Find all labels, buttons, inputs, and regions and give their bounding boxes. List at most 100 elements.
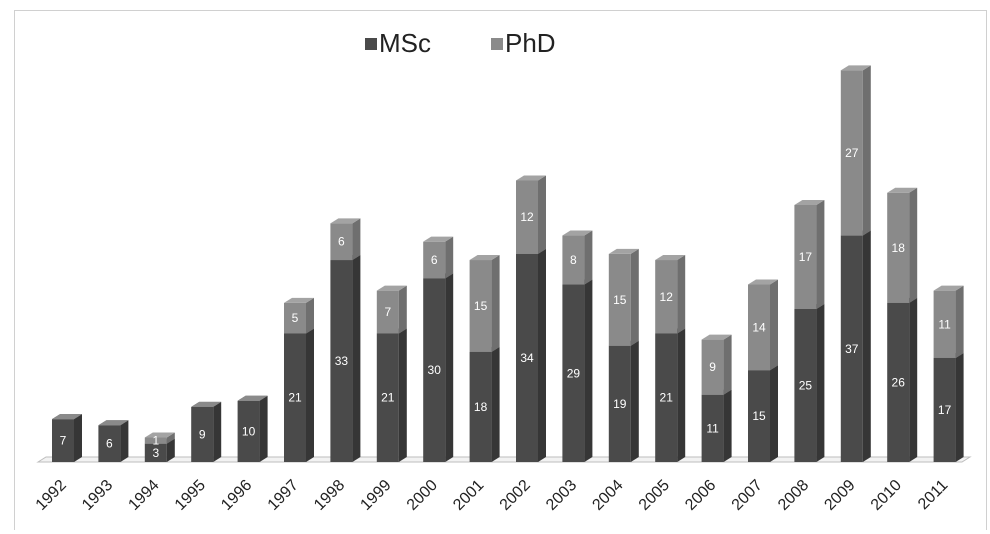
bar-msc-2000 xyxy=(423,273,454,462)
bar-msc-2007-front xyxy=(748,370,770,462)
data-label-msc-2002: 34 xyxy=(520,351,534,365)
bar-msc-2009 xyxy=(840,230,871,462)
bar-phd-cap-1996 xyxy=(237,395,268,401)
bar-phd-2007-front xyxy=(748,284,770,371)
bar-phd-1999-front xyxy=(376,290,399,334)
legend: MSc PhD xyxy=(365,28,556,59)
bar-phd-2000-front xyxy=(423,241,446,279)
bar-msc-2003-front xyxy=(562,284,585,462)
bar-msc-1994-front xyxy=(144,443,167,462)
bar-msc-2006-front xyxy=(701,394,724,462)
bar-phd-2002-side xyxy=(538,175,546,254)
data-label-msc-1996: 10 xyxy=(242,424,256,438)
x-tick-label-2007: 2007 xyxy=(729,477,766,514)
bar-phd-2006-top xyxy=(701,334,732,340)
bar-phd-2001 xyxy=(469,255,500,352)
bar-msc-1995 xyxy=(191,401,222,462)
bar-msc-1998-front xyxy=(330,260,353,462)
bar-msc-2002-side xyxy=(538,248,546,462)
bar-phd-2000-top xyxy=(423,236,454,242)
bar-phd-cap-1992 xyxy=(52,414,82,420)
bar-phd-1999-top xyxy=(376,285,407,291)
data-label-msc-1992: 7 xyxy=(60,434,67,448)
bar-msc-2000-side xyxy=(445,273,454,462)
data-label-msc-2008: 25 xyxy=(799,379,813,393)
bar-phd-1999 xyxy=(376,285,407,334)
data-label-msc-1994: 3 xyxy=(152,446,159,460)
bar-phd-1998-top xyxy=(330,218,361,224)
bar-phd-2010-top xyxy=(887,187,918,193)
data-label-phd-2009: 27 xyxy=(845,146,859,160)
x-tick-label-1992: 1992 xyxy=(33,477,70,514)
bar-msc-2000-front xyxy=(423,278,446,462)
bar-msc-1993-front xyxy=(98,425,121,462)
data-label-phd-2000: 6 xyxy=(431,253,438,267)
data-label-phd-1992: 0 xyxy=(60,399,67,413)
x-tick-label-2009: 2009 xyxy=(821,477,858,514)
data-label-msc-2011: 17 xyxy=(938,403,952,417)
chart-floor xyxy=(36,456,972,463)
bar-msc-2010 xyxy=(887,297,918,462)
data-label-phd-2006: 9 xyxy=(709,360,716,374)
bar-phd-2002 xyxy=(516,175,546,254)
data-label-msc-2001: 18 xyxy=(474,400,488,414)
bar-phd-cap-1995 xyxy=(191,401,222,407)
bar-phd-2005-front xyxy=(655,260,678,334)
bar-msc-1999-front xyxy=(376,333,399,462)
data-label-msc-2006: 11 xyxy=(706,421,719,435)
bar-phd-2007 xyxy=(748,279,778,371)
bar-phd-2006-side xyxy=(723,334,732,395)
bar-msc-1997-front xyxy=(284,333,306,462)
bar-phd-2003-side xyxy=(584,230,593,285)
bar-phd-1999-side xyxy=(398,285,407,334)
bar-msc-1995-side xyxy=(213,401,222,462)
data-label-phd-1995: 0 xyxy=(199,387,206,401)
data-label-phd-1993: 0 xyxy=(106,405,113,419)
bar-msc-2004 xyxy=(608,340,639,462)
data-label-phd-2008: 17 xyxy=(799,250,813,264)
bar-phd-2011-side xyxy=(955,285,964,358)
bar-phd-2005 xyxy=(655,255,686,334)
bar-phd-2001-top xyxy=(469,255,500,261)
data-label-msc-2007: 15 xyxy=(752,409,766,423)
bar-phd-1997-top xyxy=(284,297,314,303)
bar-msc-1992-side xyxy=(74,414,82,462)
data-label-phd-2001: 15 xyxy=(474,299,488,313)
bar-phd-2001-front xyxy=(469,260,492,352)
bar-msc-1995-front xyxy=(191,406,214,462)
bar-msc-1992-front xyxy=(52,419,74,462)
bar-phd-1994 xyxy=(144,432,175,444)
data-label-phd-2007: 14 xyxy=(752,320,766,334)
bar-msc-2009-front xyxy=(840,235,863,462)
legend-swatch-phd xyxy=(491,37,503,50)
x-tick-label-2005: 2005 xyxy=(636,477,673,514)
x-tick-label-2011: 2011 xyxy=(915,477,951,513)
bar-phd-2008-front xyxy=(794,204,817,309)
bar-phd-2006 xyxy=(701,334,732,395)
bar-phd-2002-top xyxy=(516,175,546,181)
bar-msc-2007-side xyxy=(770,365,778,462)
legend-item-msc: MSc xyxy=(365,28,431,59)
bar-msc-2011-front xyxy=(933,357,956,462)
bar-phd-2009 xyxy=(840,65,871,236)
x-tick-label-1999: 1999 xyxy=(357,477,394,514)
bar-phd-2004 xyxy=(608,248,639,346)
legend-swatch-msc xyxy=(365,37,377,50)
data-label-msc-2003: 29 xyxy=(567,366,581,380)
bar-msc-2010-front xyxy=(887,302,910,462)
data-label-phd-1994: 1 xyxy=(152,434,159,448)
bar-phd-1994-top xyxy=(144,432,175,438)
bar-phd-2011 xyxy=(933,285,964,358)
data-label-msc-2009: 37 xyxy=(845,342,859,356)
x-tick-label-2006: 2006 xyxy=(682,477,719,514)
bar-phd-2010 xyxy=(887,187,918,303)
data-label-phd-2011: 11 xyxy=(938,317,951,331)
legend-item-phd: PhD xyxy=(491,28,556,59)
bar-msc-1998 xyxy=(330,255,361,462)
bar-phd-2000 xyxy=(423,236,454,279)
bar-msc-2004-side xyxy=(630,340,639,462)
data-label-msc-1999: 21 xyxy=(381,391,395,405)
bar-msc-2002-front xyxy=(516,253,538,462)
bar-phd-1998 xyxy=(330,218,361,261)
bar-phd-1997 xyxy=(284,297,314,334)
